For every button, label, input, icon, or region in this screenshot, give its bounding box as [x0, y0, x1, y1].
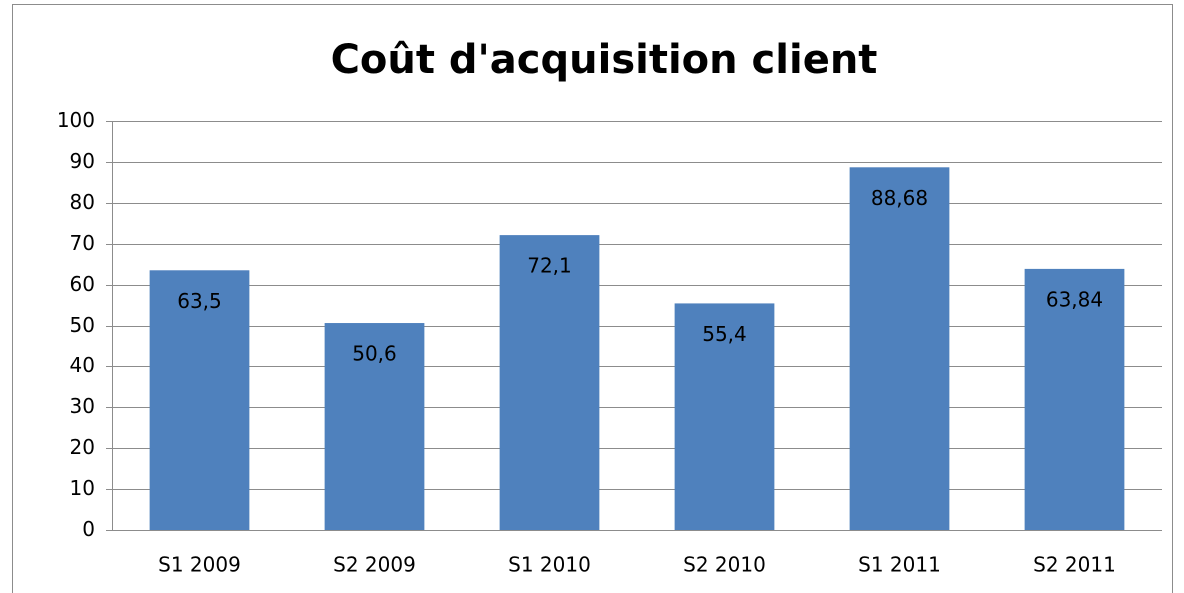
bar: [1024, 268, 1125, 530]
y-tick-label: 30: [70, 394, 95, 418]
y-tick-label: 10: [70, 476, 95, 500]
y-tick-label: 20: [70, 435, 95, 459]
data-label: 63,84: [1046, 287, 1103, 311]
data-label: 88,68: [871, 186, 928, 210]
bar: [674, 303, 775, 530]
bar: [324, 323, 425, 530]
chart-frame: [12, 4, 1173, 593]
y-tick-label: 100: [57, 108, 95, 132]
bar: [149, 270, 250, 530]
y-tick-label: 0: [82, 517, 95, 541]
x-tick-label: S1 2009: [158, 553, 241, 577]
y-tick-label: 60: [70, 272, 95, 296]
y-tick-label: 50: [70, 313, 95, 337]
y-tick-label: 80: [70, 190, 95, 214]
x-tick-label: S1 2010: [508, 553, 591, 577]
x-tick-label: S1 2011: [858, 553, 941, 577]
x-tick-label: S2 2011: [1033, 553, 1116, 577]
y-tick-label: 90: [70, 149, 95, 173]
chart-title: Coût d'acquisition client: [331, 37, 878, 83]
x-tick-label: S2 2009: [333, 553, 416, 577]
data-label: 72,1: [527, 254, 572, 278]
data-label: 55,4: [702, 322, 747, 346]
bar: [849, 167, 950, 530]
data-label: 63,5: [177, 289, 222, 313]
x-tick-label: S2 2010: [683, 553, 766, 577]
y-tick-label: 70: [70, 231, 95, 255]
bar: [499, 235, 600, 530]
y-tick-label: 40: [70, 353, 95, 377]
data-label: 50,6: [352, 342, 397, 366]
